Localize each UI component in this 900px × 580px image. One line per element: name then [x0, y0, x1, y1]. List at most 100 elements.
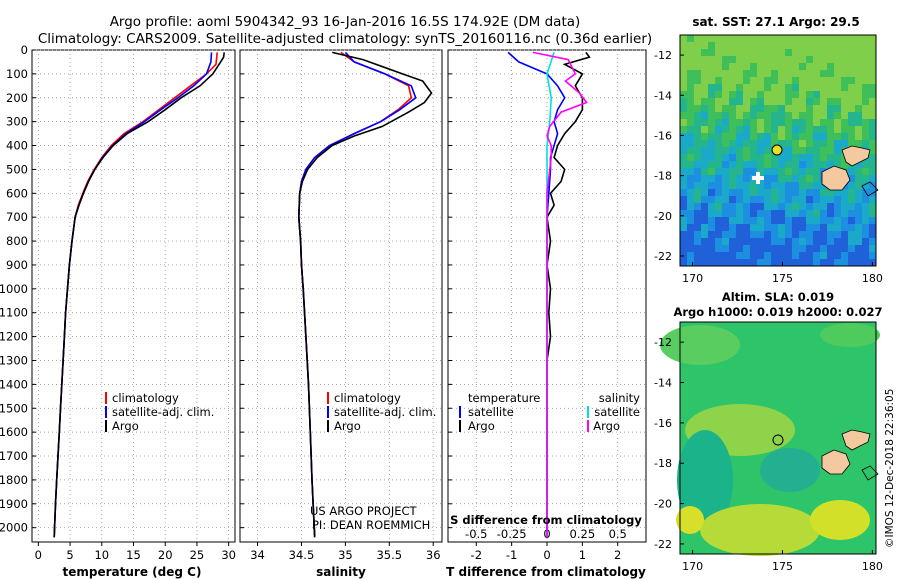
sst-cell: [701, 175, 709, 183]
sst-cell: [806, 35, 814, 43]
sst-cell: [722, 133, 730, 141]
sst-cell: [855, 224, 863, 232]
sst-cell: [687, 196, 695, 204]
sst-cell: [855, 70, 863, 78]
sst-cell: [764, 133, 772, 141]
sst-cell: [820, 217, 828, 225]
sst-cell: [771, 259, 779, 267]
sst-cell: [680, 168, 688, 176]
sst-cell: [701, 189, 709, 197]
sst-cell: [778, 189, 786, 197]
sst-cell: [757, 56, 765, 64]
sst-cell: [834, 70, 842, 78]
sst-cell: [785, 224, 793, 232]
difference-tick-labels: -2 -1 0 1 2: [471, 548, 622, 562]
lat-tick-label: -20: [654, 210, 672, 223]
sst-cell: [701, 35, 709, 43]
sst-cell: [778, 56, 786, 64]
sst-cell: [813, 217, 821, 225]
sst-cell: [827, 196, 835, 204]
difference-profiles: [507, 51, 591, 538]
sst-cell: [764, 105, 772, 113]
fiji-viti-levu-sst: [821, 165, 851, 191]
sst-cell: [722, 245, 730, 253]
sst-cell: [848, 210, 856, 218]
sst-cell: [799, 84, 807, 92]
sst-cell: [820, 147, 828, 155]
sst-cell: [820, 210, 828, 218]
sst-cell: [743, 252, 751, 260]
sst-cell: [715, 84, 723, 92]
sst-cell: [785, 56, 793, 64]
sst-cell: [694, 35, 702, 43]
sst-map-frame: [679, 34, 877, 267]
sst-cell: [820, 252, 828, 260]
sla-map: Altim. SLA: 0.019 Argo h1000: 0.019 h200…: [654, 290, 883, 573]
sst-cell: [722, 154, 730, 162]
sst-cell: [687, 217, 695, 225]
sst-cell: [813, 231, 821, 239]
sst-cell: [848, 259, 856, 267]
sst-cell: [680, 259, 688, 267]
sst-cell: [813, 35, 821, 43]
sst-cell: [750, 147, 758, 155]
sst-cell: [743, 224, 751, 232]
sst-cell: [701, 182, 709, 190]
sst-cell: [799, 112, 807, 120]
sst-cell: [778, 210, 786, 218]
sst-cell: [841, 77, 849, 85]
sst-cell: [729, 175, 737, 183]
lat-tick-label: -22: [654, 250, 672, 263]
sst-cell: [736, 252, 744, 260]
credit-project: US ARGO PROJECT: [310, 504, 418, 518]
sst-cell: [792, 203, 800, 211]
salinity-legend: climatology satellite-adj. clim. Argo: [327, 391, 436, 433]
sst-cell: [799, 77, 807, 85]
depth-tick-1500: 1500: [0, 401, 28, 415]
sst-cell: [694, 63, 702, 71]
sst-cell: [841, 238, 849, 246]
sst-cell: [799, 154, 807, 162]
sst-cell: [855, 245, 863, 253]
sst-cell: [729, 119, 737, 127]
sst-cell: [750, 49, 758, 57]
sal-xtick-label: 34: [250, 548, 265, 562]
sst-cell: [771, 161, 779, 169]
sst-cell: [694, 161, 702, 169]
sst-cell: [834, 49, 842, 57]
sst-cell: [701, 77, 709, 85]
sst-cell: [729, 84, 737, 92]
sst-cell: [792, 35, 800, 43]
sst-cell: [708, 140, 716, 148]
sst-cell: [869, 161, 877, 169]
difference-panel: -2 -1 0 1 2 -0.5 -0.25 0 0.25 0.5 S difference f…: [446, 49, 647, 579]
sst-cell: [820, 259, 828, 267]
sst-cell: [869, 168, 877, 176]
sst-cell: [785, 238, 793, 246]
sst-cell: [736, 140, 744, 148]
sst-cell: [743, 154, 751, 162]
sst-cell: [806, 161, 814, 169]
sst-cell: [708, 231, 716, 239]
sst-cell: [799, 259, 807, 267]
sst-cell: [722, 189, 730, 197]
sst-cell: [841, 42, 849, 50]
sla-blob-ne: [820, 323, 880, 347]
sst-cell: [862, 175, 870, 183]
sst-cell: [778, 245, 786, 253]
sst-cell: [750, 35, 758, 43]
sst-cell: [687, 147, 695, 155]
sst-cell: [806, 238, 814, 246]
sst-cell: [729, 168, 737, 176]
sst-cell: [778, 161, 786, 169]
sst-cell: [855, 140, 863, 148]
sst-cell: [799, 210, 807, 218]
temperature-legend: climatology satellite-adj. clim. Argo: [105, 391, 214, 433]
temp-xtick-label: 15: [126, 548, 141, 562]
sst-cell: [729, 98, 737, 106]
sst-cell: [715, 189, 723, 197]
sst-cell: [862, 252, 870, 260]
sst-cell: [680, 77, 688, 85]
sst-cell: [806, 189, 814, 197]
sst-cell: [694, 245, 702, 253]
